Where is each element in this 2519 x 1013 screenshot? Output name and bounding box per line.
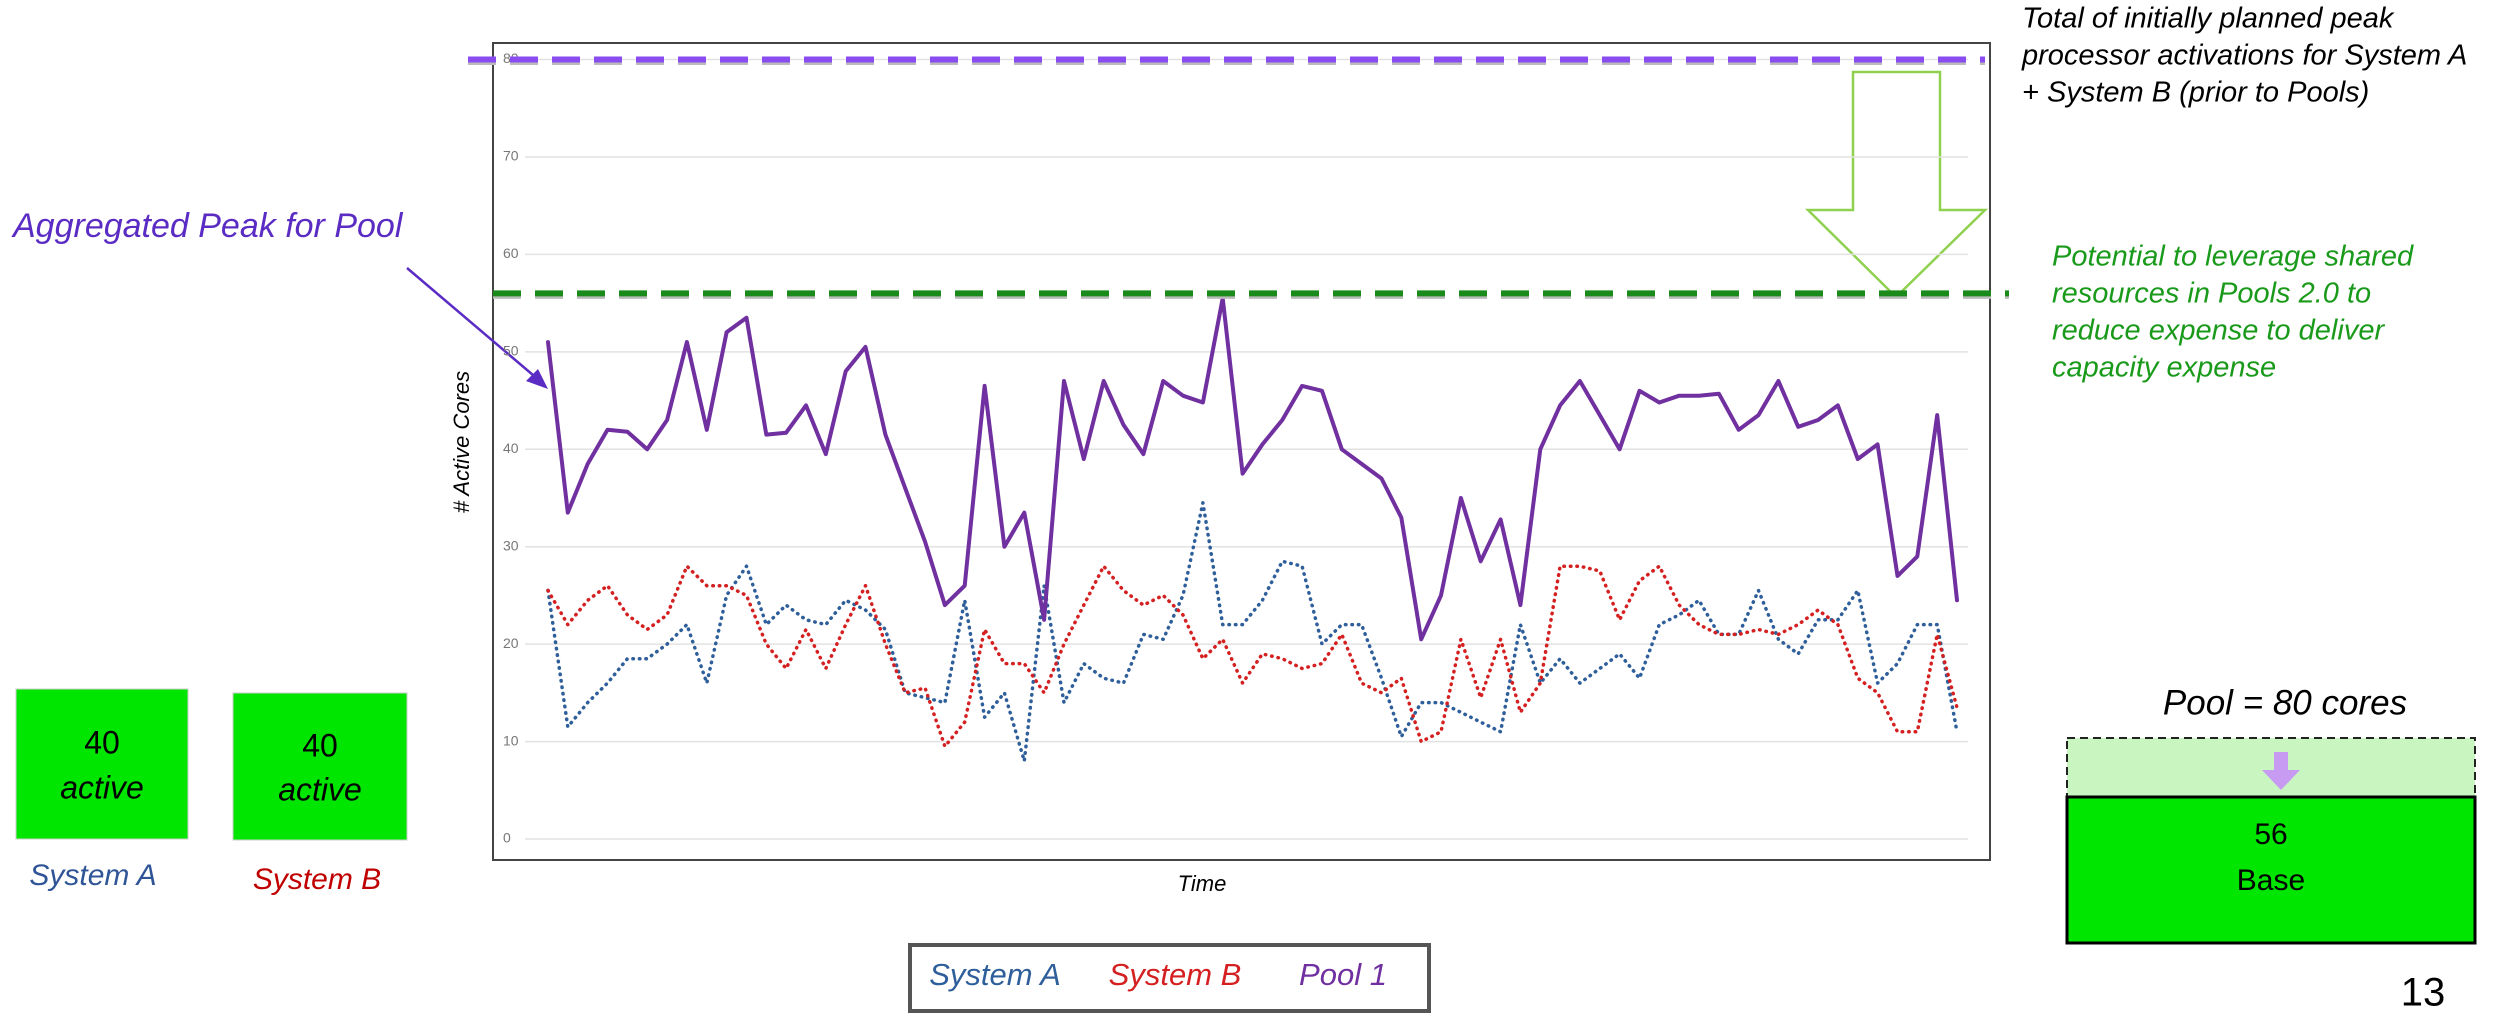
y-axis-label: # Active Cores xyxy=(449,371,474,513)
pool-headroom xyxy=(2066,737,2476,798)
arrow-head xyxy=(526,369,548,389)
annotation: reduce expense to deliver xyxy=(2052,315,2385,347)
annotation: Aggregated Peak for Pool xyxy=(11,207,404,245)
pool-arrow xyxy=(2262,770,2300,790)
legend-entry: Pool 1 xyxy=(1299,957,1387,992)
annotation: processor activations for System A xyxy=(2021,40,2467,72)
legend xyxy=(908,943,1431,1013)
pool-value: 56 xyxy=(2254,818,2287,851)
system-box xyxy=(15,688,189,840)
annotation-arrow xyxy=(406,267,541,382)
box-label: active xyxy=(60,769,144,805)
pool-label: Base xyxy=(2237,864,2305,897)
y-tick-label: 10 xyxy=(503,732,519,748)
pool-base xyxy=(2065,795,2477,945)
y-tick-label: 60 xyxy=(503,245,519,261)
legend-entry: System B xyxy=(1109,957,1242,992)
box-name: System A xyxy=(29,859,156,892)
box-value: 40 xyxy=(302,727,338,763)
box-label: active xyxy=(278,771,362,807)
y-tick-label: 70 xyxy=(503,148,519,164)
box-value: 40 xyxy=(84,724,120,760)
x-axis-label: Time xyxy=(1178,871,1227,896)
annotation: resources in Pools 2.0 to xyxy=(2052,278,2371,310)
y-tick-label: 50 xyxy=(503,343,519,359)
pool-arrow xyxy=(2274,752,2288,772)
series-line xyxy=(546,564,1959,749)
annotation: + System B (prior to Pools) xyxy=(2022,77,2369,109)
system-box xyxy=(232,692,408,841)
legend-entry: System A xyxy=(929,957,1061,992)
pool-title: Pool = 80 cores xyxy=(2163,683,2407,722)
y-tick-label: 40 xyxy=(503,440,519,456)
y-tick-label: 20 xyxy=(503,635,519,651)
y-tick-label: 0 xyxy=(503,830,511,846)
box-name: System B xyxy=(253,863,381,896)
annotation: Potential to leverage shared xyxy=(2052,241,2414,273)
page-number: 13 xyxy=(2401,971,2446,1013)
annotation: Total of initially planned peak xyxy=(2022,3,2395,35)
series-line xyxy=(546,296,1959,642)
y-tick-label: 30 xyxy=(503,537,519,553)
hollow-arrow xyxy=(1804,70,1989,299)
annotation: capacity expense xyxy=(2052,352,2276,384)
